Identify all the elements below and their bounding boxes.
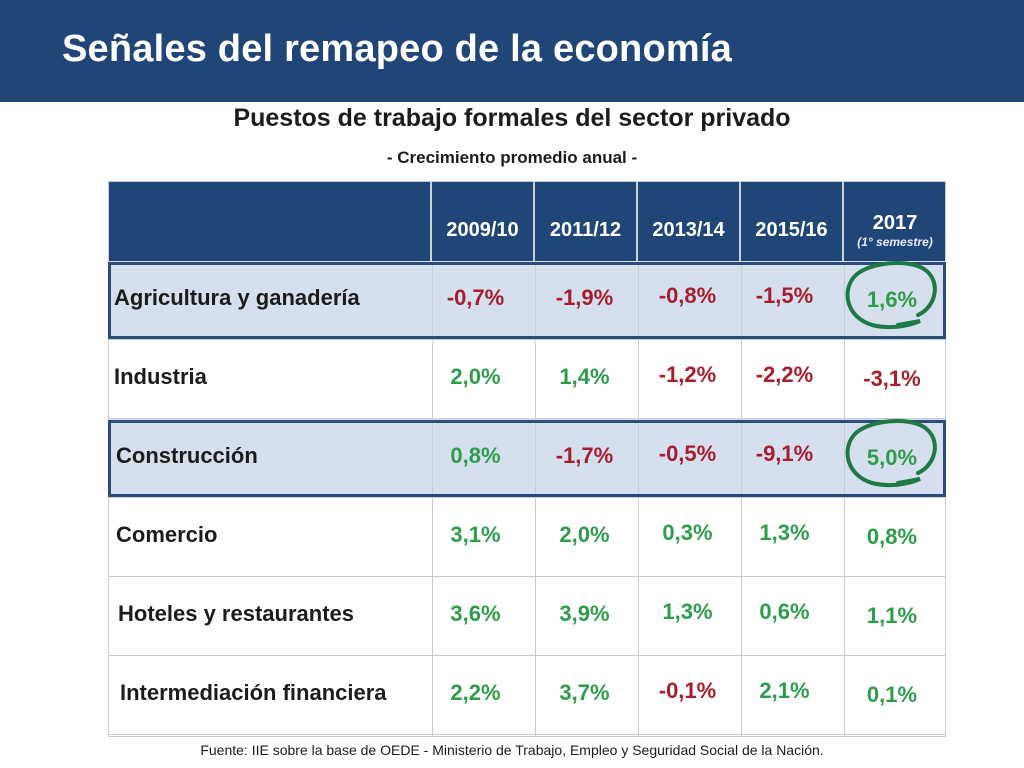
table-row	[108, 261, 946, 340]
column-header: 2013/14	[638, 181, 741, 261]
value-cell: 3,6%	[450, 601, 501, 626]
table-row	[108, 419, 946, 498]
value-cell: 1,3%	[662, 599, 713, 624]
value-cell: -1,5%	[755, 283, 814, 308]
column-header-label: 2017	[872, 212, 918, 234]
column-header: 2015/16	[741, 181, 844, 261]
slide-title: Señales del remapeo de la economía	[62, 28, 732, 70]
table-row	[108, 656, 946, 735]
column-header-label: 2013/14	[652, 219, 725, 241]
column-divider	[638, 261, 639, 737]
value-cell: -0,1%	[658, 678, 717, 703]
column-header-label: 2011/12	[549, 219, 622, 241]
column-header: 2009/10	[432, 181, 535, 261]
value-cell: -9,1%	[755, 441, 814, 466]
column-header: 2017 (1° semestre)	[844, 181, 946, 261]
value-cell: -3,1%	[863, 366, 921, 391]
value-cell: -1,9%	[555, 285, 614, 310]
value-cell: -0,7%	[446, 285, 505, 310]
title-bar: Señales del remapeo de la economía	[0, 0, 1024, 102]
table-row	[108, 498, 946, 577]
value-cell: 2,0%	[450, 364, 501, 389]
value-cell: 0,8%	[866, 524, 918, 549]
value-cell: 2,1%	[759, 678, 810, 703]
value-cell: 5,0%	[866, 445, 918, 470]
column-header-sublabel: (1° semestre)	[857, 235, 933, 249]
sector-label: Comercio	[116, 522, 218, 547]
table-row	[108, 577, 946, 656]
value-cell: 1,1%	[866, 603, 918, 628]
header-corner-cell	[108, 181, 432, 261]
column-header: 2011/12	[535, 181, 638, 261]
column-divider	[844, 261, 845, 737]
sector-label: Construcción	[116, 443, 258, 468]
value-cell: -0,5%	[658, 441, 717, 466]
value-cell: 3,9%	[559, 601, 610, 626]
sector-label: Hoteles y restaurantes	[118, 601, 354, 626]
value-cell: -1,2%	[658, 362, 717, 387]
table-title: Puestos de trabajo formales del sector p…	[233, 104, 791, 132]
value-cell: 1,3%	[759, 520, 810, 545]
column-header-label: 2015/16	[755, 219, 828, 241]
value-cell: 1,6%	[866, 287, 918, 312]
value-cell: 0,6%	[759, 599, 810, 624]
sector-label: Agricultura y ganadería	[114, 285, 360, 310]
value-cell: 3,7%	[559, 680, 610, 705]
value-cell: 2,2%	[450, 680, 501, 705]
sector-label: Industria	[114, 364, 207, 389]
value-cell: -0,8%	[658, 283, 717, 308]
value-cell: 0,8%	[450, 443, 501, 468]
column-header-label: 2009/10	[446, 219, 519, 241]
value-cell: -2,2%	[755, 362, 814, 387]
table-subtitle: - Crecimiento promedio anual -	[386, 148, 638, 167]
column-divider	[535, 261, 536, 737]
column-divider	[432, 261, 433, 737]
source-note: Fuente: IIE sobre la base de OEDE - Mini…	[200, 742, 824, 758]
table-row	[108, 340, 946, 419]
value-cell: -1,7%	[555, 443, 614, 468]
value-cell: 0,1%	[866, 682, 918, 707]
employment-table: 2009/10 2011/12 2013/14 2015/16 2017 (1° seme…	[108, 181, 946, 737]
value-cell: 0,3%	[662, 520, 713, 545]
value-cell: 2,0%	[559, 522, 610, 547]
column-divider	[741, 261, 742, 737]
value-cell: 1,4%	[559, 364, 610, 389]
value-cell: 3,1%	[450, 522, 501, 547]
sector-label: Intermediación financiera	[120, 680, 387, 705]
